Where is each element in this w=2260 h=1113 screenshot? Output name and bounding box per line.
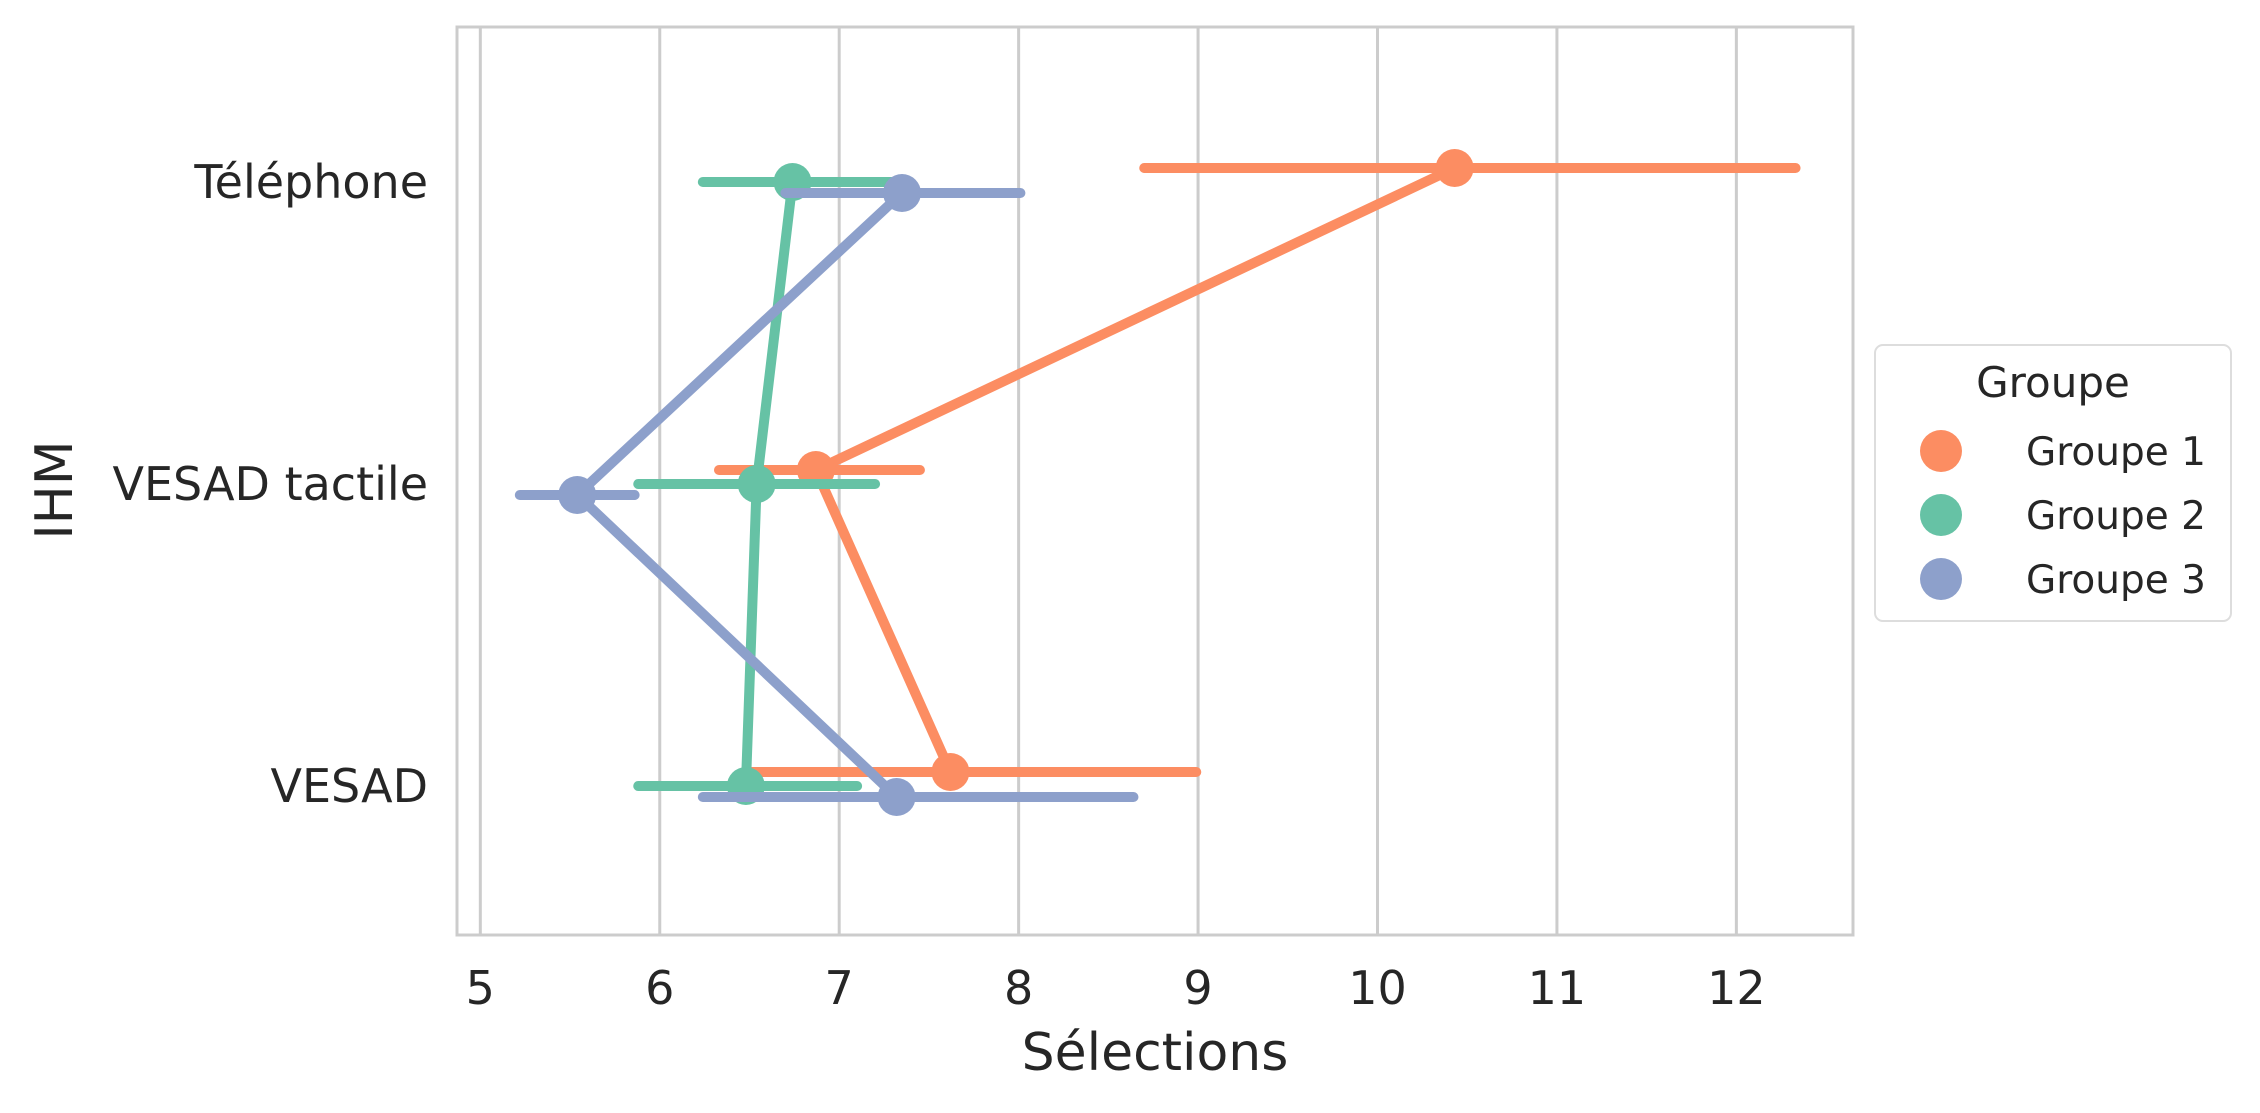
legend-label: Groupe 1 (2026, 430, 2206, 475)
x-tick-label: 5 (466, 961, 495, 1015)
legend-title: Groupe (1976, 358, 2130, 407)
series-3 (514, 174, 1139, 816)
data-point (1435, 149, 1474, 187)
y-axis-title: IHM (25, 440, 85, 539)
legend-marker (1920, 430, 1962, 472)
y-tick-label: VESAD (271, 759, 428, 813)
x-tick-label: 10 (1348, 961, 1407, 1015)
data-point (558, 476, 597, 514)
x-tick-label: 11 (1528, 961, 1587, 1015)
data-point (931, 753, 970, 791)
data-point (882, 174, 921, 212)
plot-frame (455, 25, 1855, 937)
x-tick-label: 9 (1183, 961, 1212, 1015)
data-point (877, 778, 916, 816)
legend-items: Groupe 1 Groupe 2 Groupe 3 (1920, 430, 2206, 603)
series-1 (713, 149, 1801, 791)
x-tick-label: 7 (825, 961, 854, 1015)
legend-marker (1920, 494, 1962, 536)
y-tick-label: Téléphone (193, 155, 428, 209)
legend-label: Groupe 2 (2026, 494, 2206, 539)
x-tick-label: 8 (1004, 961, 1033, 1015)
series-2 (633, 163, 899, 805)
x-tick-label: 12 (1707, 961, 1766, 1015)
y-tick-label: VESAD tactile (112, 457, 428, 511)
legend-marker (1920, 558, 1962, 600)
data-point (737, 465, 776, 503)
legend-box (1874, 344, 2232, 622)
legend-label: Groupe 3 (2026, 558, 2206, 603)
legend: Groupe Groupe 1 Groupe 2 Groupe 3 (1874, 344, 2232, 622)
y-tick-labels: Téléphone VESAD tactile VESAD (112, 155, 428, 813)
x-tick-labels: 5 6 7 8 9 10 11 12 (466, 961, 1766, 1015)
x-axis-title: Sélections (1022, 1023, 1289, 1083)
x-tick-label: 6 (645, 961, 674, 1015)
series-layer (514, 149, 1801, 816)
